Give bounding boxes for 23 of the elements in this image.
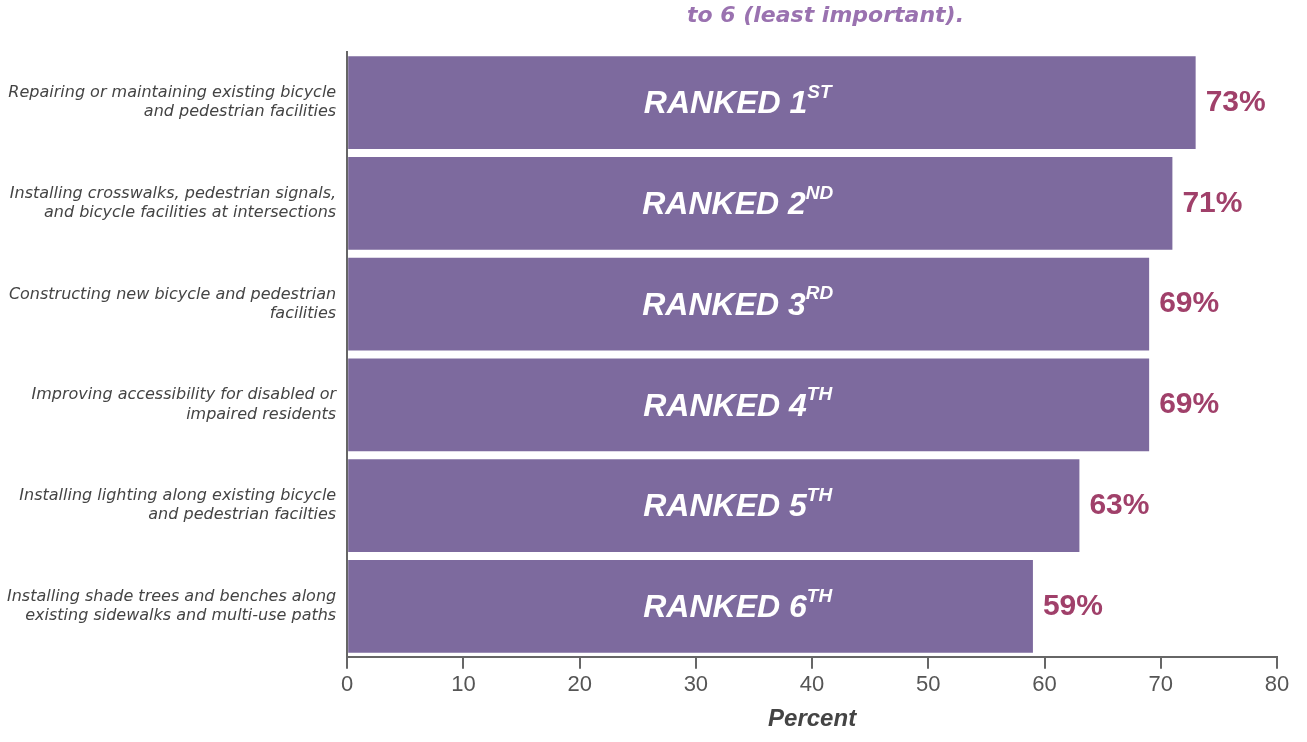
x-tick-label: 40 <box>799 671 825 697</box>
x-axis-title: Percent <box>768 704 858 732</box>
x-tick-label: 70 <box>1148 671 1174 697</box>
y-tick-label: Improving accessibility for disabled or impaired residents <box>31 384 338 423</box>
x-tick-label: 80 <box>1264 671 1290 697</box>
y-tick-label: Installing crosswalks, pedestrian signals, and bicycle facilities at intersections <box>9 182 337 222</box>
data-label: 69% <box>1159 386 1220 420</box>
x-tick-label: 30 <box>683 671 709 697</box>
x-tick-label: 10 <box>451 671 476 697</box>
x-tick-label: 50 <box>916 671 941 697</box>
data-label: 59% <box>1042 587 1103 621</box>
y-tick-label: Installing lighting along existing bicycle and pedestrian facilties <box>19 485 337 524</box>
data-label: 73% <box>1205 83 1266 117</box>
y-tick-label: Repairing or maintaining existing bicycle and pedestrian facilities <box>8 82 337 121</box>
y-tick-label: Constructing new bicycle and pedestrian facilities <box>8 283 337 322</box>
y-tick-label: Installing shade trees and benches along existing sidewalks and multi-use paths <box>7 585 337 625</box>
x-tick-label: 0 <box>341 671 354 697</box>
chart-title: to 6 (least important). <box>686 2 965 27</box>
x-tick-label: 20 <box>567 671 592 697</box>
data-label: 63% <box>1089 486 1150 520</box>
x-tick-label: 60 <box>1032 671 1057 697</box>
data-label: 71% <box>1182 184 1243 218</box>
data-label: 69% <box>1159 285 1220 319</box>
